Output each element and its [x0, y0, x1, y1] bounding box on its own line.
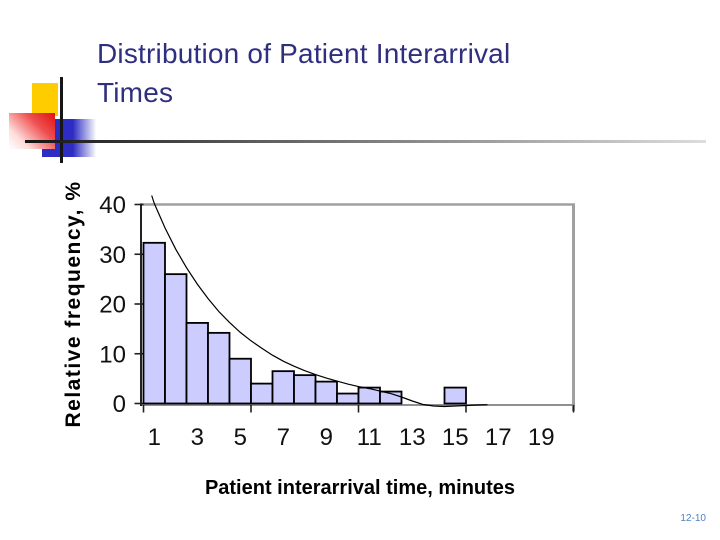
y-axis-title: Relative frequency, %: [62, 180, 85, 428]
x-tick-label: 5: [234, 424, 247, 451]
bar-minute-4: [207, 331, 231, 405]
y-tick-label: 30: [99, 242, 126, 269]
x-tick-label: 17: [485, 424, 512, 451]
decor-vertical-line: [60, 77, 63, 163]
x-tick-label: 13: [399, 424, 426, 451]
x-tick-label: 19: [528, 424, 555, 451]
y-tick-label: 0: [113, 391, 126, 418]
x-tick-label: 15: [442, 424, 469, 451]
bar-minute-2: [164, 273, 188, 405]
y-tick-label: 10: [99, 341, 126, 368]
x-tick-label: 7: [277, 424, 290, 451]
decor-horizontal-rule: [25, 140, 706, 143]
page-number: 12-10: [680, 513, 706, 524]
x-axis-title: Patient interarrival time, minutes: [204, 477, 516, 499]
y-tick-label: 40: [99, 192, 126, 219]
x-tick-label: 1: [148, 424, 161, 451]
x-tick-label: 9: [320, 424, 333, 451]
decor-yellow-square: [32, 83, 58, 116]
fitted-exponential-curve: [151, 195, 488, 408]
bar-minute-9: [314, 380, 338, 405]
bar-minute-3: [185, 322, 209, 405]
y-tick-label: 20: [99, 292, 126, 319]
bar-minute-6: [250, 382, 274, 405]
x-tick-label: 3: [191, 424, 204, 451]
slide-title-line2: Times: [97, 77, 174, 108]
bar-minute-10: [336, 392, 360, 405]
bar-minute-7: [271, 370, 295, 405]
decor-red-square: [9, 113, 55, 149]
slide-title: Distribution of Patient Interarrival Tim…: [97, 34, 682, 112]
x-tick-label: 11: [357, 424, 382, 451]
bar-minute-15: [443, 386, 467, 405]
bar-minute-8: [293, 374, 317, 405]
bar-minute-5: [228, 357, 252, 405]
bar-minute-1: [142, 241, 166, 405]
slide-title-line1: Distribution of Patient Interarrival: [97, 38, 511, 69]
